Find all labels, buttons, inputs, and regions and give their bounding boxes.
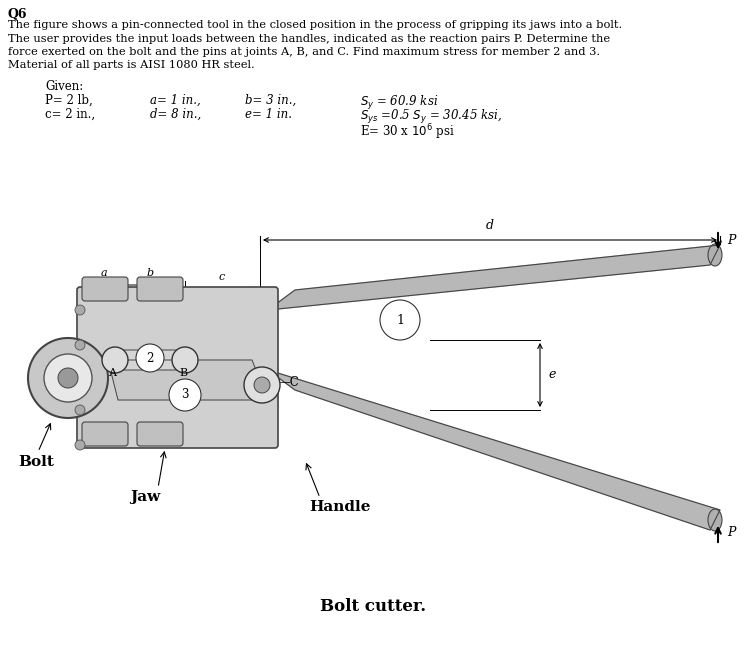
Text: c: c (219, 272, 225, 282)
Polygon shape (108, 360, 268, 400)
Circle shape (102, 347, 128, 373)
Text: —C: —C (278, 375, 298, 389)
Text: B: B (179, 368, 187, 378)
Polygon shape (268, 245, 720, 310)
Circle shape (75, 340, 85, 350)
Text: Jaw: Jaw (130, 490, 160, 504)
Text: $S_{ys}$ =0.5 $S_y$ = 30.45 ksi,: $S_{ys}$ =0.5 $S_y$ = 30.45 ksi, (360, 108, 502, 126)
Text: $S_y$ = 60.9 ksi: $S_y$ = 60.9 ksi (360, 94, 438, 112)
Text: E= 30 x $10^6$ psi: E= 30 x $10^6$ psi (360, 122, 454, 142)
FancyBboxPatch shape (106, 350, 194, 370)
Text: b: b (146, 268, 154, 278)
Text: Bolt cutter.: Bolt cutter. (320, 598, 426, 615)
Circle shape (44, 354, 92, 402)
Circle shape (254, 377, 270, 393)
Text: The user provides the input loads between the handles, indicated as the reaction: The user provides the input loads betwee… (8, 33, 610, 43)
Text: A: A (105, 375, 113, 385)
Text: The figure shows a pin-connected tool in the closed position in the process of g: The figure shows a pin-connected tool in… (8, 20, 622, 30)
Circle shape (244, 367, 280, 403)
Circle shape (58, 368, 78, 388)
Text: Bolt: Bolt (18, 455, 54, 469)
Text: Given:: Given: (45, 80, 84, 93)
Text: 2: 2 (146, 351, 154, 365)
Text: a: a (101, 268, 107, 278)
FancyBboxPatch shape (82, 422, 128, 446)
FancyBboxPatch shape (82, 277, 128, 301)
FancyBboxPatch shape (77, 287, 278, 448)
Text: a= 1 in.,: a= 1 in., (150, 94, 201, 107)
Circle shape (380, 300, 420, 340)
Text: d= 8 in.,: d= 8 in., (150, 108, 201, 121)
Text: Material of all parts is AISI 1080 HR steel.: Material of all parts is AISI 1080 HR st… (8, 61, 254, 71)
Circle shape (28, 338, 108, 418)
Circle shape (136, 344, 164, 372)
Text: 1: 1 (396, 313, 404, 327)
Text: b= 3 in.,: b= 3 in., (245, 94, 296, 107)
Polygon shape (268, 370, 720, 530)
Text: Handle: Handle (310, 500, 371, 514)
Text: 3: 3 (181, 389, 189, 401)
Text: e: e (548, 369, 555, 381)
Text: force exerted on the bolt and the pins at joints A, B, and C. Find maximum stres: force exerted on the bolt and the pins a… (8, 47, 600, 57)
Text: d: d (486, 219, 494, 232)
Ellipse shape (708, 509, 722, 531)
Circle shape (75, 440, 85, 450)
Circle shape (75, 305, 85, 315)
Circle shape (75, 405, 85, 415)
Text: A: A (108, 368, 116, 378)
Text: e= 1 in.: e= 1 in. (245, 108, 292, 121)
FancyBboxPatch shape (137, 277, 183, 301)
Text: P: P (727, 526, 736, 540)
Text: Q6: Q6 (8, 8, 28, 21)
FancyBboxPatch shape (137, 422, 183, 446)
Ellipse shape (708, 244, 722, 266)
Circle shape (172, 347, 198, 373)
Text: c= 2 in.,: c= 2 in., (45, 108, 95, 121)
Text: B: B (176, 375, 184, 385)
Circle shape (169, 379, 201, 411)
Text: P: P (727, 234, 736, 246)
Text: P= 2 lb,: P= 2 lb, (45, 94, 93, 107)
